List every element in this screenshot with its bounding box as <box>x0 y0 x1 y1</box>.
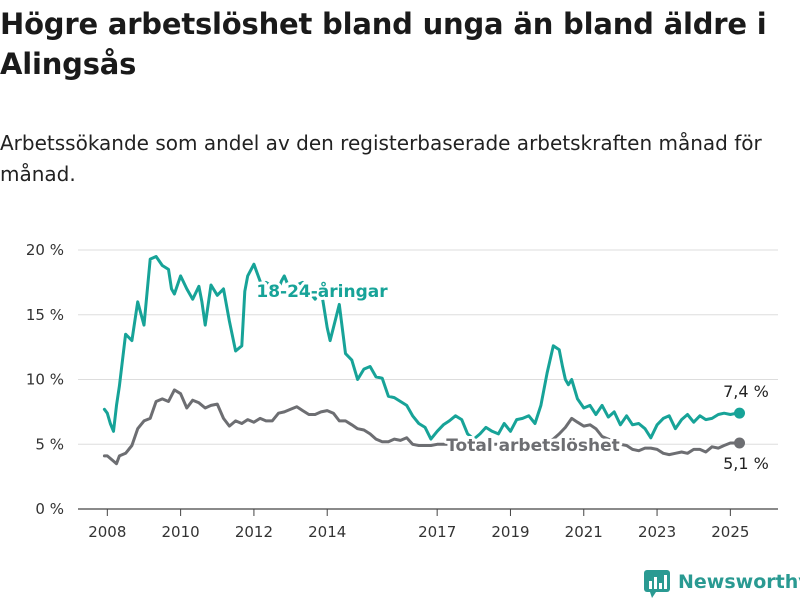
series-label-youth: 18-24-åringar <box>256 280 388 302</box>
bar-chart-icon <box>644 570 670 598</box>
x-tick-label: 2008 <box>88 523 126 541</box>
x-tick-label: 2017 <box>418 523 456 541</box>
gridlines <box>78 249 778 510</box>
x-tick-label: 2012 <box>235 523 273 541</box>
x-axis: 2008 2010 2012 2014 2017 2019 2021 2023 2025 <box>88 509 749 541</box>
x-tick-label: 2014 <box>308 523 346 541</box>
y-tick-label: 15 % <box>26 306 64 324</box>
y-axis: 0 % 5 % 10 % 15 % 20 % <box>26 241 64 518</box>
end-value-total: 5,1 % <box>723 454 769 473</box>
y-tick-label: 5 % <box>35 435 64 453</box>
series <box>102 255 746 466</box>
series-labels: 18-24-åringar Total arbetslöshet 7,4 % 5,1 … <box>253 277 769 473</box>
x-tick-label: 2019 <box>491 523 529 541</box>
endpoint-total <box>734 437 746 449</box>
series-line-youth <box>102 255 741 441</box>
series-line-total <box>102 388 741 466</box>
chart-title: Högre arbetslöshet bland unga än bland ä… <box>0 7 767 81</box>
y-tick-label: 10 % <box>26 371 64 389</box>
newsworthy-logo: Newsworthy <box>644 568 800 600</box>
endpoint-youth <box>734 407 746 419</box>
chart-subtitle: Arbetssökande som andel av den registerb… <box>0 131 762 186</box>
end-value-youth: 7,4 % <box>723 382 769 401</box>
x-tick-label: 2025 <box>711 523 749 541</box>
x-tick-label: 2010 <box>162 523 200 541</box>
brand-name: Newsworthy <box>678 571 800 593</box>
x-tick-label: 2023 <box>638 523 676 541</box>
x-tick-label: 2021 <box>565 523 603 541</box>
y-tick-label: 20 % <box>26 241 64 259</box>
y-tick-label: 0 % <box>35 500 64 518</box>
series-label-total: Total arbetslöshet <box>446 436 620 456</box>
